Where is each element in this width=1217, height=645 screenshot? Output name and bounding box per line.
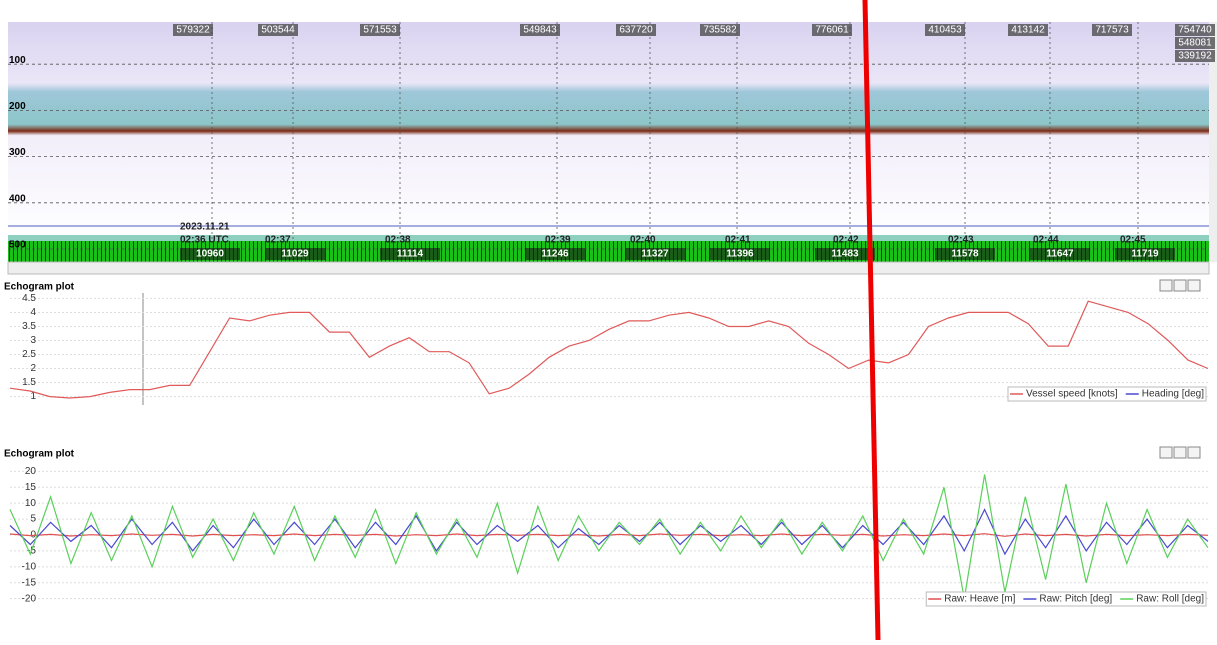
legend-label: Raw: Roll [deg] bbox=[1136, 594, 1204, 605]
time-label: 02:38 bbox=[385, 235, 411, 246]
y-tick-label: 2.5 bbox=[22, 349, 36, 360]
top-label: 410453 bbox=[928, 25, 962, 36]
ping-bg bbox=[815, 248, 875, 260]
y-tick-label: 2 bbox=[30, 363, 36, 374]
top-label: 571553 bbox=[363, 25, 397, 36]
series-line bbox=[9, 300, 1209, 399]
legend: Vessel speed [knots] Heading [deg] bbox=[1007, 386, 1207, 402]
plot-title: Echogram plot bbox=[4, 282, 75, 293]
top-label: 579322 bbox=[176, 25, 210, 36]
top-label-bg bbox=[1008, 24, 1048, 36]
ping-label: 11029 bbox=[281, 249, 309, 260]
y-tick-label: -20 bbox=[22, 593, 37, 604]
y-tick-label: 3 bbox=[30, 335, 36, 346]
top-label-bg bbox=[700, 24, 740, 36]
legend-label: Raw: Pitch [deg] bbox=[1039, 594, 1112, 605]
ping-label: 11578 bbox=[951, 249, 979, 260]
legend-box bbox=[1007, 386, 1207, 402]
plot-title: Echogram plot bbox=[4, 449, 75, 460]
depth-label: 400 bbox=[9, 193, 26, 204]
ping-label: 11719 bbox=[1131, 249, 1159, 260]
time-label: 02:39 bbox=[545, 235, 571, 246]
time-label: 02:40 bbox=[630, 235, 656, 246]
series-line bbox=[9, 508, 1209, 556]
top-label-bg bbox=[1092, 24, 1132, 36]
time-label: 02:42 bbox=[833, 235, 859, 246]
top-label-bg bbox=[360, 24, 400, 36]
ping-bg bbox=[380, 248, 440, 260]
legend-label: Vessel speed [knots] bbox=[1026, 389, 1118, 400]
ping-label: 11327 bbox=[641, 249, 669, 260]
top-label-bg bbox=[1175, 50, 1215, 62]
depth-label: 100 bbox=[9, 55, 26, 66]
y-tick-label: -10 bbox=[22, 561, 37, 572]
time-label: 02:37 bbox=[265, 235, 291, 246]
ping-bg bbox=[710, 248, 770, 260]
top-label-bg bbox=[1175, 24, 1215, 36]
y-tick-label: 4 bbox=[30, 307, 36, 318]
ping-bg bbox=[625, 248, 685, 260]
top-label: 413142 bbox=[1011, 25, 1045, 36]
top-label-bg bbox=[925, 24, 965, 36]
ping-bg bbox=[1115, 248, 1175, 260]
y-tick-label: 1 bbox=[30, 391, 36, 402]
top-label: 339192 bbox=[1178, 51, 1212, 62]
top-label-bg bbox=[258, 24, 298, 36]
top-label: 637720 bbox=[619, 25, 653, 36]
top-label-bg bbox=[520, 24, 560, 36]
time-label: 02:45 bbox=[1120, 235, 1146, 246]
top-label-bg bbox=[1175, 37, 1215, 49]
legend: Raw: Heave [m] Raw: Pitch [deg] Raw: Roll … bbox=[925, 591, 1207, 607]
time-label: 02:43 bbox=[948, 235, 974, 246]
y-tick-label: 1.5 bbox=[22, 377, 36, 388]
ping-label: 11114 bbox=[397, 249, 424, 260]
plot-buttons[interactable] bbox=[1159, 446, 1201, 459]
series-line bbox=[9, 474, 1209, 599]
plot-buttons[interactable] bbox=[1159, 279, 1201, 292]
top-label-bg bbox=[812, 24, 852, 36]
y-tick-label: 10 bbox=[25, 498, 37, 509]
y-tick-label: 3.5 bbox=[22, 321, 36, 332]
ping-label: 11246 bbox=[541, 249, 569, 260]
v-scrollbar[interactable] bbox=[1209, 22, 1217, 262]
depth-label: 300 bbox=[9, 147, 26, 158]
time-label: 02:41 bbox=[725, 235, 751, 246]
legend-label: Heading [deg] bbox=[1142, 389, 1204, 400]
depth-label: 500 bbox=[9, 240, 26, 251]
scrollbar[interactable] bbox=[7, 261, 1210, 275]
ping-bg bbox=[525, 248, 585, 260]
ping-bg bbox=[265, 248, 325, 260]
time-label: 02:36 UTC bbox=[180, 235, 229, 246]
y-tick-label: 4.5 bbox=[22, 293, 36, 304]
ping-label: 11483 bbox=[831, 249, 859, 260]
top-label-bg bbox=[173, 24, 213, 36]
annotation-line bbox=[862, 0, 881, 641]
top-label: 754740 bbox=[1178, 25, 1212, 36]
ping-bg bbox=[1030, 248, 1090, 260]
ping-label: 11647 bbox=[1046, 249, 1074, 260]
y-tick-label: 5 bbox=[30, 514, 36, 525]
top-label-bg bbox=[616, 24, 656, 36]
ping-label: 11396 bbox=[726, 249, 754, 260]
top-label: 549843 bbox=[523, 25, 557, 36]
ping-label: 10960 bbox=[196, 249, 224, 260]
legend-label: Raw: Heave [m] bbox=[944, 594, 1015, 605]
echogram bbox=[8, 22, 1209, 240]
top-label: 717573 bbox=[1095, 25, 1129, 36]
y-tick-label: 15 bbox=[25, 482, 37, 493]
top-label: 735582 bbox=[703, 25, 737, 36]
depth-label: 200 bbox=[9, 101, 26, 112]
date-label: 2023.11.21 bbox=[180, 222, 230, 233]
ping-bg bbox=[180, 248, 240, 260]
top-label: 503544 bbox=[261, 25, 295, 36]
ping-bg bbox=[935, 248, 995, 260]
time-label: 02:44 bbox=[1033, 235, 1059, 246]
legend-box bbox=[925, 591, 1207, 607]
top-label: 548081 bbox=[1178, 38, 1212, 49]
y-tick-label: -15 bbox=[22, 577, 37, 588]
top-label: 776061 bbox=[815, 25, 849, 36]
echogram-band bbox=[8, 235, 1209, 241]
y-tick-label: 20 bbox=[25, 466, 37, 477]
